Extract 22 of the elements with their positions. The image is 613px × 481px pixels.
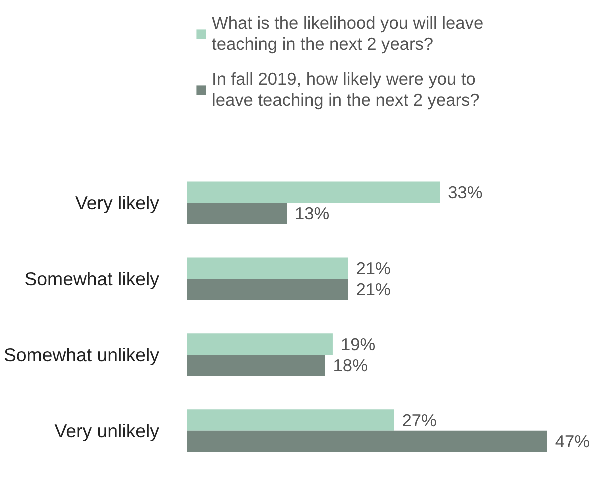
- data-label: 47%: [555, 432, 590, 452]
- data-label: 18%: [333, 356, 368, 376]
- bar: [188, 430, 548, 452]
- bar: [188, 354, 326, 376]
- bar: [188, 410, 394, 431]
- data-label: 21%: [356, 258, 391, 278]
- data-label: 13%: [295, 204, 330, 224]
- bar: [188, 334, 333, 355]
- bar: [188, 203, 288, 224]
- y-tick-label: Very unlikely: [54, 420, 160, 442]
- bar: [188, 182, 440, 204]
- legend-label: In fall 2019, how likely were you to leave teaching in the next 2 years?: [212, 69, 480, 111]
- data-label: 21%: [356, 280, 391, 300]
- data-label: 19%: [340, 334, 376, 354]
- bar: [188, 278, 348, 300]
- y-tick-label: Somewhat likely: [24, 268, 160, 290]
- y-tick-label: Somewhat unlikely: [4, 344, 160, 366]
- bar: [188, 258, 348, 279]
- legend-label: What is the likelihood you will leave teaching in the next 2 years?: [212, 13, 484, 55]
- data-label: 33%: [448, 182, 483, 202]
- data-label: 27%: [402, 410, 437, 430]
- y-tick-label: Very likely: [76, 192, 160, 214]
